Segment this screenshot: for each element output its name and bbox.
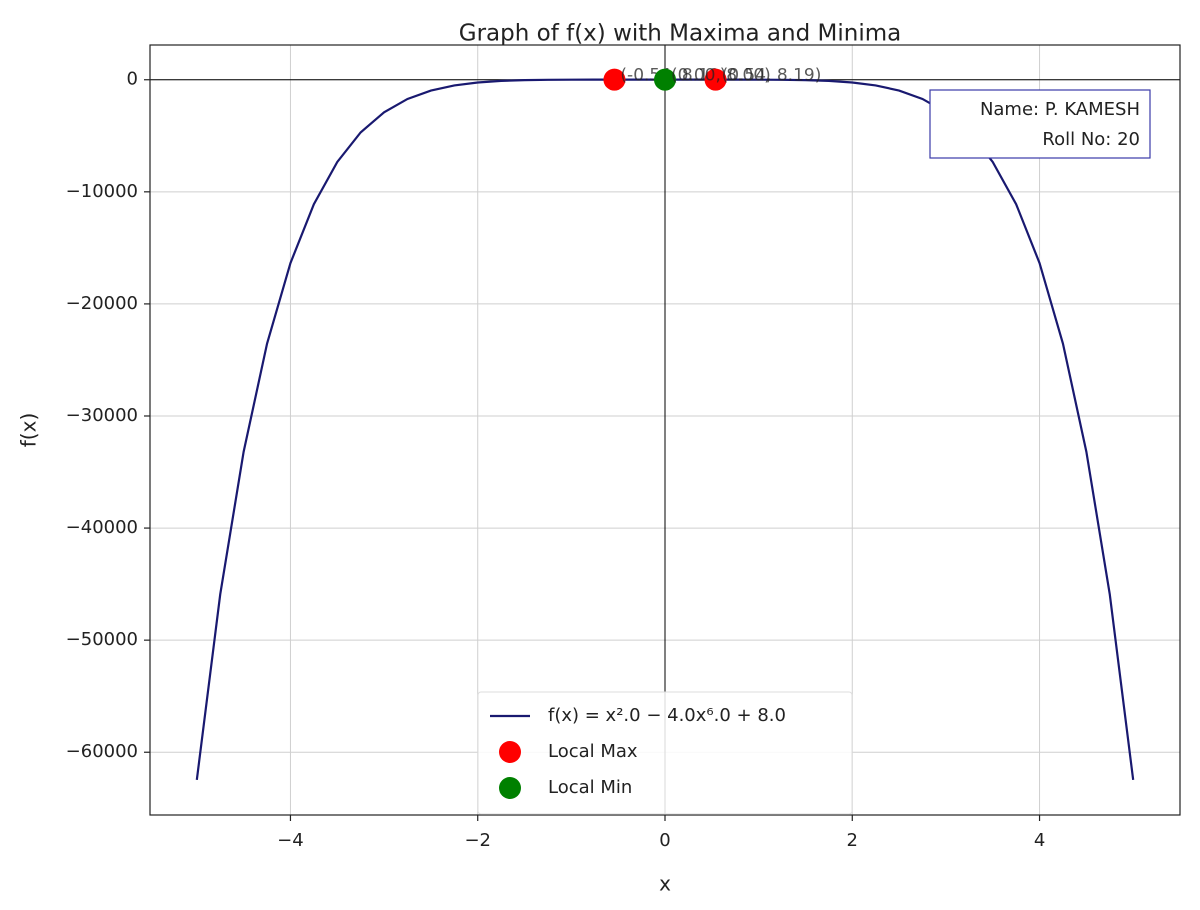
scatter-point: [704, 68, 727, 91]
plot-frame: [149, 44, 1181, 816]
annotation-text: Roll No: 20: [1042, 129, 1140, 150]
y-tick-label: −60000: [66, 741, 138, 762]
scatter-point: [603, 68, 626, 91]
legend-label: Local Max: [548, 741, 638, 762]
legend: f(x) = x².0 − 4.0x⁶.0 + 8.0 Local Max Loca…: [477, 691, 853, 815]
point-label: (0.00, 8.00): [671, 66, 771, 86]
legend-label: Local Min: [548, 777, 632, 798]
scatter-point: [654, 68, 676, 91]
point-label: (0.54, 8.19): [722, 66, 822, 86]
x-tick-label: 4: [1034, 830, 1045, 851]
x-tick-label: −4: [277, 830, 304, 851]
legend-marker: [499, 741, 521, 763]
x-tick-label: 2: [847, 830, 858, 851]
annotation-text: Name: P. KAMESH: [980, 99, 1140, 120]
legend-label: f(x) = x².0 − 4.0x⁶.0 + 8.0: [548, 705, 786, 726]
x-axis-label: x: [659, 872, 671, 896]
y-tick-label: −20000: [66, 293, 138, 314]
legend-marker: [499, 777, 521, 799]
y-tick-label: 0: [127, 69, 138, 90]
chart-title: Graph of f(x) with Maxima and Minima: [459, 21, 901, 47]
x-tick-label: 0: [659, 830, 670, 851]
x-tick-label: −2: [464, 830, 491, 851]
annotation-box: [929, 89, 1151, 159]
y-tick-label: −40000: [66, 517, 138, 538]
y-tick-label: −30000: [66, 405, 138, 426]
y-tick-label: −10000: [66, 181, 138, 202]
annotation: Name: P. KAMESH Roll No: 20: [929, 89, 1151, 159]
legend-box: [477, 691, 853, 815]
y-tick-label: −50000: [66, 629, 138, 650]
y-axis-label: f(x): [17, 413, 41, 447]
